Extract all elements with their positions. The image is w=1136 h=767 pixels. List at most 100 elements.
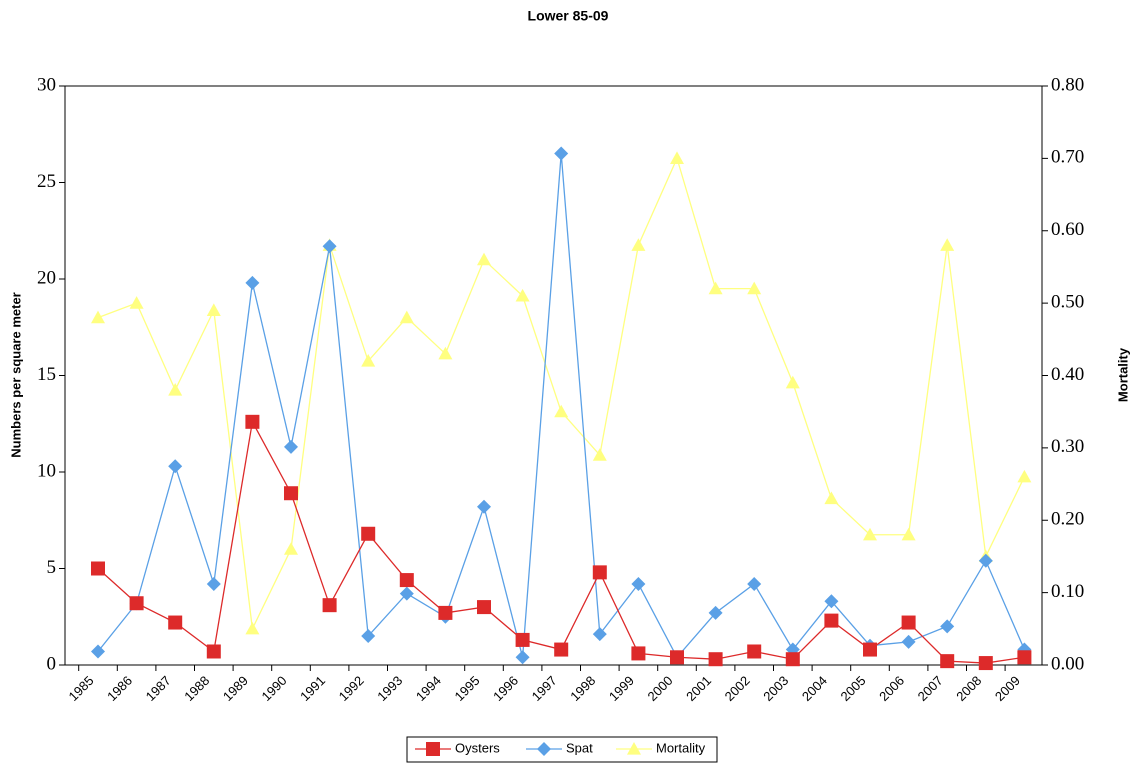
data-point	[438, 605, 453, 620]
data-point	[901, 634, 916, 649]
legend-label: Oysters	[455, 740, 500, 755]
data-point	[399, 586, 414, 601]
y-tick-label: 20	[37, 267, 56, 288]
x-tick-label: 2002	[722, 673, 753, 704]
data-point	[592, 627, 607, 642]
series-line	[97, 156, 1025, 632]
data-point	[708, 652, 723, 667]
x-tick-label: 1994	[413, 673, 444, 704]
x-tick-label: 1990	[258, 673, 289, 704]
data-point	[785, 375, 800, 389]
x-tick-label: 1989	[220, 673, 251, 704]
data-point	[670, 650, 684, 665]
data-point	[399, 573, 414, 588]
data-point	[515, 632, 530, 647]
data-point	[978, 656, 993, 671]
data-point	[284, 439, 298, 454]
data-point	[863, 642, 877, 657]
data-point	[1017, 469, 1032, 483]
y2-tick-label: 0.00	[1051, 653, 1084, 674]
data-point	[940, 619, 955, 634]
x-tick-label: 2003	[760, 673, 791, 704]
y2-axis-title: Mortality	[1115, 347, 1130, 402]
y2-tick-label: 0.70	[1051, 147, 1084, 168]
data-point	[592, 565, 607, 580]
y-tick-label: 15	[37, 364, 56, 385]
data-point	[206, 303, 221, 316]
data-point	[129, 596, 144, 611]
y2-tick-label: 0.60	[1051, 219, 1084, 240]
x-tick-label: 1998	[567, 673, 598, 704]
legend-marker	[426, 742, 440, 756]
data-point	[592, 448, 607, 461]
x-tick-label: 1995	[451, 673, 482, 704]
data-point	[245, 621, 260, 635]
data-point	[206, 644, 221, 659]
data-point	[940, 238, 955, 251]
x-tick-label: 1986	[104, 673, 135, 704]
data-point	[863, 527, 877, 541]
data-point	[361, 526, 376, 541]
y2-tick-label: 0.50	[1051, 291, 1084, 312]
y-axis-title: Numbers per square meter	[8, 292, 23, 457]
y-tick-label: 0	[47, 653, 57, 674]
data-point	[515, 288, 530, 302]
data-point	[438, 346, 453, 360]
x-tick-label: 2007	[915, 673, 946, 704]
data-point	[322, 598, 337, 613]
series-line	[97, 419, 1025, 664]
data-point	[824, 491, 839, 505]
data-point	[361, 629, 376, 644]
data-point	[670, 151, 684, 164]
legend-label: Mortality	[656, 740, 706, 755]
data-point	[1017, 650, 1032, 665]
data-point	[245, 275, 260, 290]
data-point	[824, 613, 839, 628]
data-point	[91, 310, 105, 324]
y-tick-label: 10	[37, 460, 56, 481]
data-point	[978, 553, 993, 568]
x-tick-label: 2009	[992, 673, 1023, 704]
data-point	[631, 576, 646, 591]
data-point	[515, 650, 530, 665]
data-point	[901, 527, 916, 541]
data-point	[168, 615, 183, 630]
data-point	[361, 354, 376, 367]
data-point	[477, 600, 491, 615]
data-point	[747, 281, 762, 295]
data-point	[554, 642, 569, 657]
data-point	[901, 615, 916, 630]
data-point	[785, 652, 800, 667]
x-tick-label: 1997	[529, 673, 560, 704]
data-point	[399, 310, 414, 324]
data-point	[554, 146, 569, 161]
data-point	[129, 296, 144, 309]
y2-tick-label: 0.10	[1051, 581, 1084, 602]
x-tick-label: 2006	[876, 673, 907, 704]
x-tick-label: 1985	[65, 673, 96, 704]
data-point	[91, 561, 105, 576]
legend-marker	[537, 742, 551, 756]
x-tick-label: 1999	[606, 673, 637, 704]
data-point	[168, 459, 183, 474]
data-point	[554, 404, 569, 418]
data-point	[708, 605, 723, 620]
x-tick-label: 2000	[644, 673, 675, 704]
legend-marker	[627, 742, 641, 755]
data-point	[824, 594, 839, 609]
x-tick-label: 1993	[374, 673, 405, 704]
data-point	[708, 281, 723, 295]
y2-tick-label: 0.40	[1051, 364, 1084, 385]
y2-tick-label: 0.30	[1051, 436, 1084, 457]
data-point	[322, 239, 337, 254]
y2-tick-label: 0.20	[1051, 509, 1084, 530]
y-tick-label: 5	[47, 557, 57, 578]
data-point	[168, 382, 183, 396]
x-tick-label: 1988	[181, 673, 212, 704]
data-point	[477, 252, 491, 266]
y-tick-label: 25	[37, 171, 56, 192]
x-tick-label: 2005	[837, 673, 868, 704]
x-tick-label: 1991	[297, 673, 328, 704]
data-point	[631, 238, 646, 251]
